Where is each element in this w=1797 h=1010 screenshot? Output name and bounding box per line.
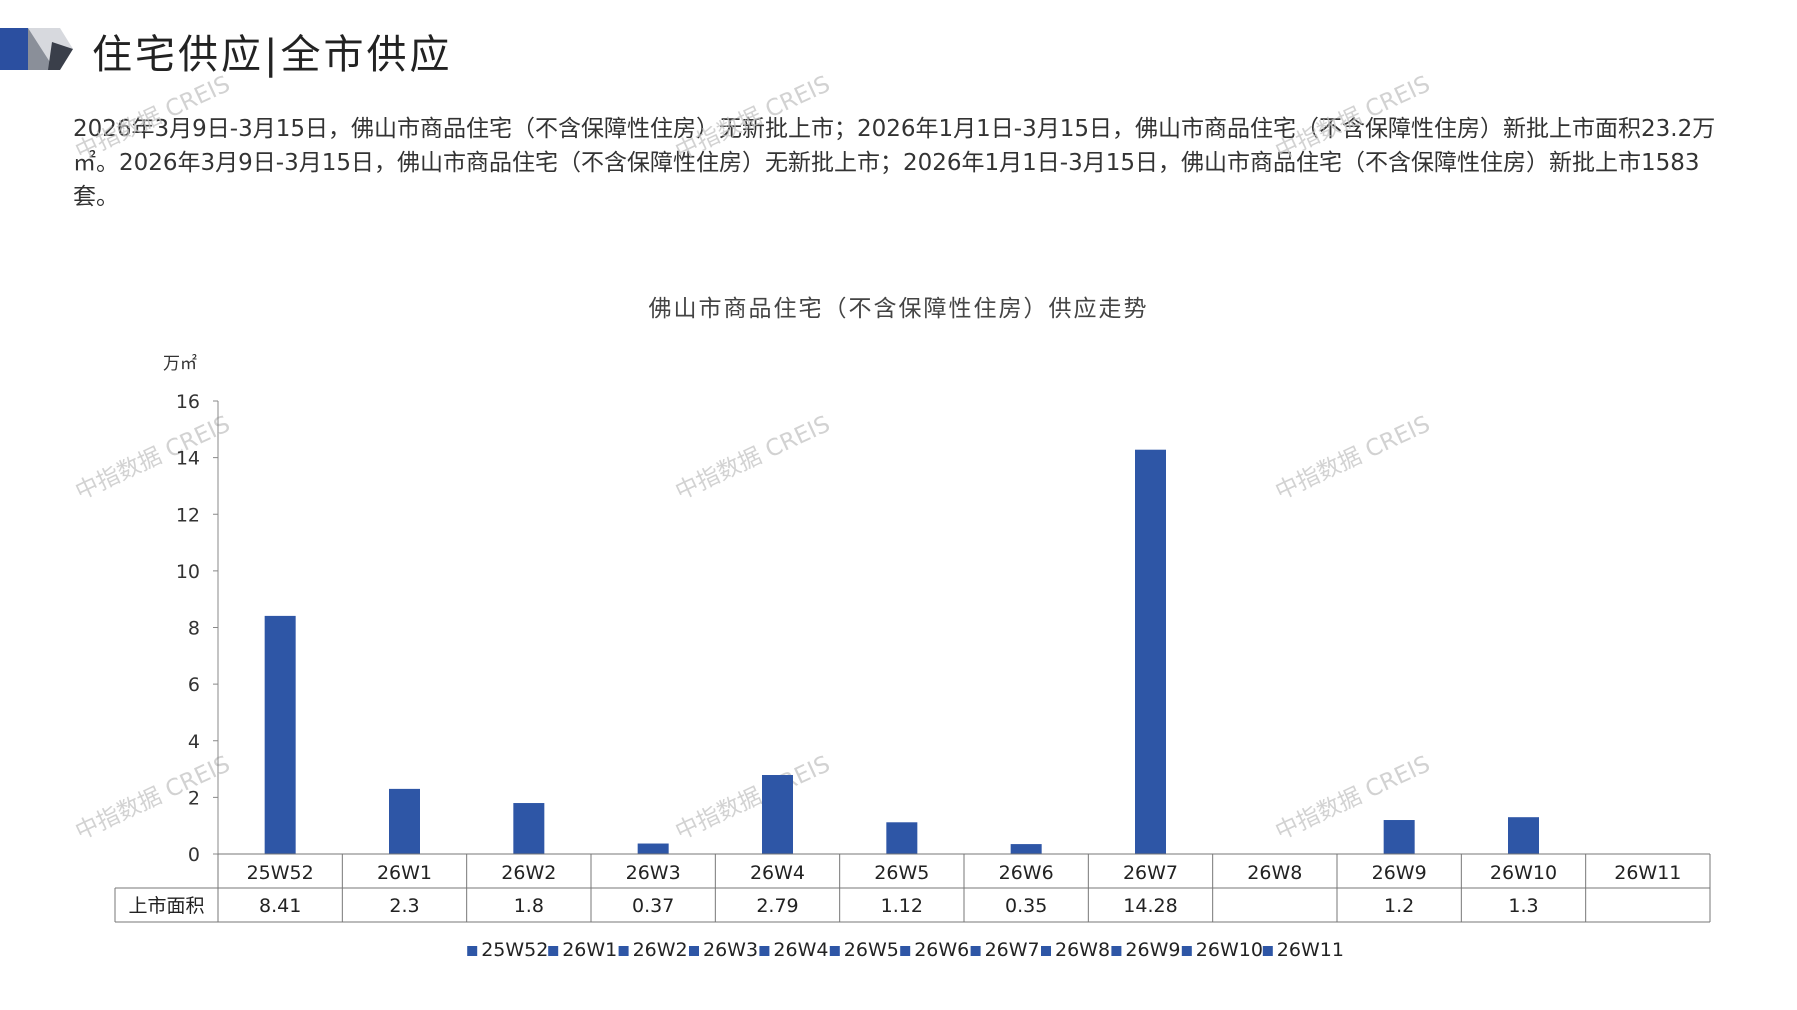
legend-label: 26W6	[914, 939, 969, 961]
bar-26w4	[762, 775, 793, 854]
legend-label: 26W3	[703, 939, 758, 961]
bar-26w9	[1383, 820, 1415, 854]
x-category-label: 26W1	[377, 862, 432, 884]
y-tick-label: 8	[188, 618, 200, 640]
legend-label: 26W10	[1196, 939, 1263, 961]
legend-swatch	[467, 946, 478, 956]
legend-swatch	[618, 946, 629, 956]
x-category-label: 26W7	[1123, 862, 1178, 884]
table-value-label: 14.28	[1123, 895, 1177, 917]
watermark-text: 中指数据 CREIS	[672, 411, 835, 505]
legend-swatch	[970, 946, 981, 956]
table-value-label: 0.37	[632, 895, 674, 917]
y-tick-label: 6	[188, 674, 200, 696]
page-title: 住宅供应|全市供应	[92, 32, 453, 78]
bar-26w5	[886, 822, 918, 854]
table-value-label: 2.3	[389, 895, 419, 917]
x-category-label: 26W3	[626, 862, 681, 884]
legend-swatch	[1111, 946, 1122, 956]
legend-swatch	[548, 946, 559, 956]
legend-label: 26W8	[1055, 939, 1110, 961]
summary-paragraph: 2026年3月9日-3月15日，佛山市商品住宅（不含保障性住房）无新批上市；20…	[73, 116, 1716, 210]
watermark-text: 中指数据 CREIS	[672, 71, 835, 165]
x-category-label: 26W4	[750, 862, 805, 884]
x-category-label: 26W8	[1247, 862, 1302, 884]
watermark-text: 中指数据 CREIS	[672, 751, 835, 845]
table-value-label: 1.3	[1508, 895, 1538, 917]
x-category-label: 26W5	[874, 862, 929, 884]
y-unit-label: 万㎡	[163, 354, 197, 374]
y-tick-label: 2	[188, 787, 200, 809]
bar-26w6	[1010, 844, 1042, 854]
table-value-label: 1.8	[514, 895, 544, 917]
bar-26w3	[637, 843, 669, 854]
watermark-text: 中指数据 CREIS	[72, 751, 235, 845]
legend-label: 26W7	[985, 939, 1040, 961]
legend-swatch	[1041, 946, 1051, 956]
legend-label: 26W1	[562, 939, 617, 961]
legend-label: 26W2	[633, 939, 688, 961]
table-value-label: 0.35	[1005, 895, 1047, 917]
table-value-label: 2.79	[756, 895, 798, 917]
legend-label: 26W9	[1125, 939, 1180, 961]
watermark-text: 中指数据 CREIS	[72, 71, 235, 165]
bar-26w7	[1135, 449, 1166, 854]
bar-26w1	[389, 788, 420, 854]
bar-25w52	[264, 615, 296, 854]
x-category-label: 26W10	[1490, 862, 1557, 884]
watermark-text: 中指数据 CREIS	[1272, 411, 1435, 505]
watermark-text: 中指数据 CREIS	[72, 411, 235, 505]
x-category-label: 26W2	[501, 862, 556, 884]
legend-swatch	[1262, 946, 1273, 956]
legend-label: 25W52	[481, 939, 548, 961]
x-category-label: 25W52	[247, 862, 314, 884]
chart-title: 佛山市商品住宅（不含保障性住房）供应走势	[648, 296, 1149, 322]
x-category-label: 26W9	[1372, 862, 1427, 884]
x-category-label: 26W6	[999, 862, 1054, 884]
table-value-label: 1.12	[881, 895, 923, 917]
y-tick-label: 12	[176, 504, 200, 526]
header-logo	[0, 28, 73, 70]
x-category-label: 26W11	[1614, 862, 1681, 884]
legend-label: 26W5	[844, 939, 899, 961]
legend-swatch	[689, 946, 699, 956]
legend-swatch	[829, 946, 840, 956]
watermark-text: 中指数据 CREIS	[1272, 71, 1435, 165]
y-tick-label: 4	[188, 731, 200, 753]
legend-swatch	[1181, 946, 1192, 956]
legend-label: 26W4	[773, 939, 828, 961]
legend-label: 26W11	[1277, 939, 1344, 961]
table-value-label: 1.2	[1384, 895, 1414, 917]
y-tick-label: 10	[176, 561, 200, 583]
y-tick-label: 0	[188, 844, 200, 866]
bar-26w2	[513, 803, 545, 854]
table-value-label: 8.41	[259, 895, 301, 917]
bar-26w10	[1508, 817, 1539, 854]
y-tick-label: 14	[176, 448, 200, 470]
legend-swatch	[759, 946, 770, 956]
table-row-header: 上市面积	[128, 895, 204, 917]
y-tick-label: 16	[176, 391, 200, 413]
legend-swatch	[900, 946, 911, 956]
